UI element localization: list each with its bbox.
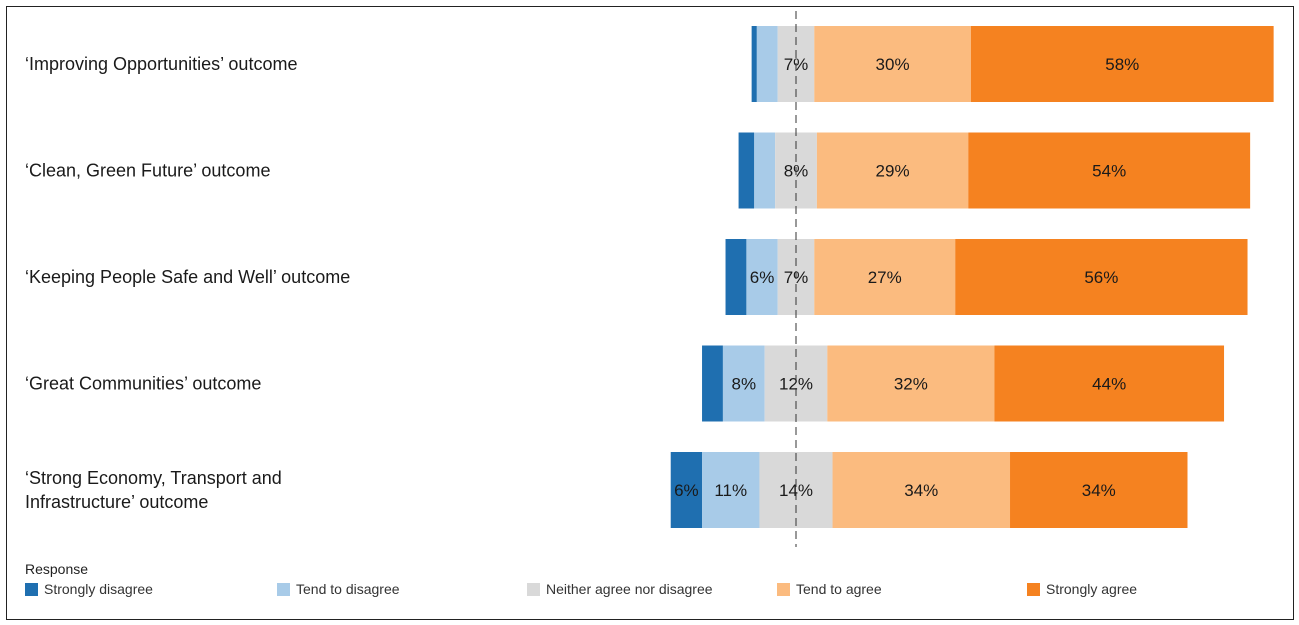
bar-segment (754, 132, 776, 209)
bar-segment (968, 132, 1251, 209)
bar-segment (832, 452, 1011, 528)
data-label: 6% (674, 481, 699, 500)
legend-label: Strongly disagree (44, 581, 153, 597)
legend-swatch (777, 582, 790, 596)
data-label: 29% (876, 162, 910, 181)
bar-segment (738, 132, 755, 209)
stacked-bar-chart: ‘Improving Opportunities’ outcome 7% 30% 58… (25, 11, 1274, 547)
data-label: 8% (732, 375, 757, 394)
bar-segment (759, 452, 833, 528)
data-label: 27% (868, 268, 902, 287)
bar-segment (756, 26, 778, 102)
data-label: 54% (1092, 162, 1126, 181)
bar-segment (746, 239, 778, 315)
data-label: 30% (876, 55, 910, 74)
data-label: 32% (894, 375, 928, 394)
bar-segment (702, 345, 723, 422)
bar-segment (725, 239, 747, 315)
data-label: 58% (1105, 55, 1139, 74)
chart-frame: ‘Improving Opportunities’ outcome 7% 30% 58… (6, 6, 1294, 620)
category-label: ‘Strong Economy, Transport and (25, 468, 282, 488)
legend-title: Response (25, 561, 89, 577)
data-label: 14% (779, 481, 813, 500)
category-label: ‘Keeping People Safe and Well’ outcome (25, 267, 350, 287)
legend-swatch (1027, 582, 1040, 596)
data-label: 11% (714, 481, 747, 500)
legend-swatch (527, 582, 540, 596)
bar-segment (827, 345, 995, 422)
data-label: 34% (1082, 481, 1116, 500)
bar-segment (816, 132, 969, 209)
legend-label: Tend to agree (796, 581, 882, 597)
legend-label: Strongly agree (1046, 581, 1138, 597)
data-label: 6% (750, 268, 775, 287)
data-label: 44% (1092, 375, 1126, 394)
bar-segment (702, 452, 760, 528)
legend-label: Tend to disagree (296, 581, 400, 597)
data-label: 12% (779, 375, 813, 394)
legend-item: Neither agree nor disagree (527, 581, 713, 597)
bar-segment (670, 452, 703, 528)
legend-item: Tend to disagree (277, 581, 400, 597)
legend-swatch (277, 582, 290, 596)
bar-segment (814, 239, 956, 315)
bar-segment (722, 345, 765, 422)
bar-segment (751, 26, 757, 102)
data-label: 56% (1084, 268, 1118, 287)
category-label: Infrastructure’ outcome (25, 492, 208, 512)
category-label: ‘Clean, Green Future’ outcome (25, 161, 270, 181)
legend-label: Neither agree nor disagree (546, 581, 713, 597)
bar-segment (1010, 452, 1188, 528)
category-label: ‘Improving Opportunities’ outcome (25, 54, 297, 74)
bar-segment (994, 345, 1225, 422)
bar-segment (814, 26, 971, 102)
bar-segment (970, 26, 1274, 102)
legend-item: Tend to agree (777, 581, 882, 597)
legend-item: Strongly agree (1027, 581, 1137, 597)
legend-swatch (25, 582, 38, 596)
data-label: 34% (904, 481, 938, 500)
category-label: ‘Great Communities’ outcome (25, 374, 261, 394)
bar-segment (955, 239, 1248, 315)
legend-item: Strongly disagree (25, 581, 153, 597)
